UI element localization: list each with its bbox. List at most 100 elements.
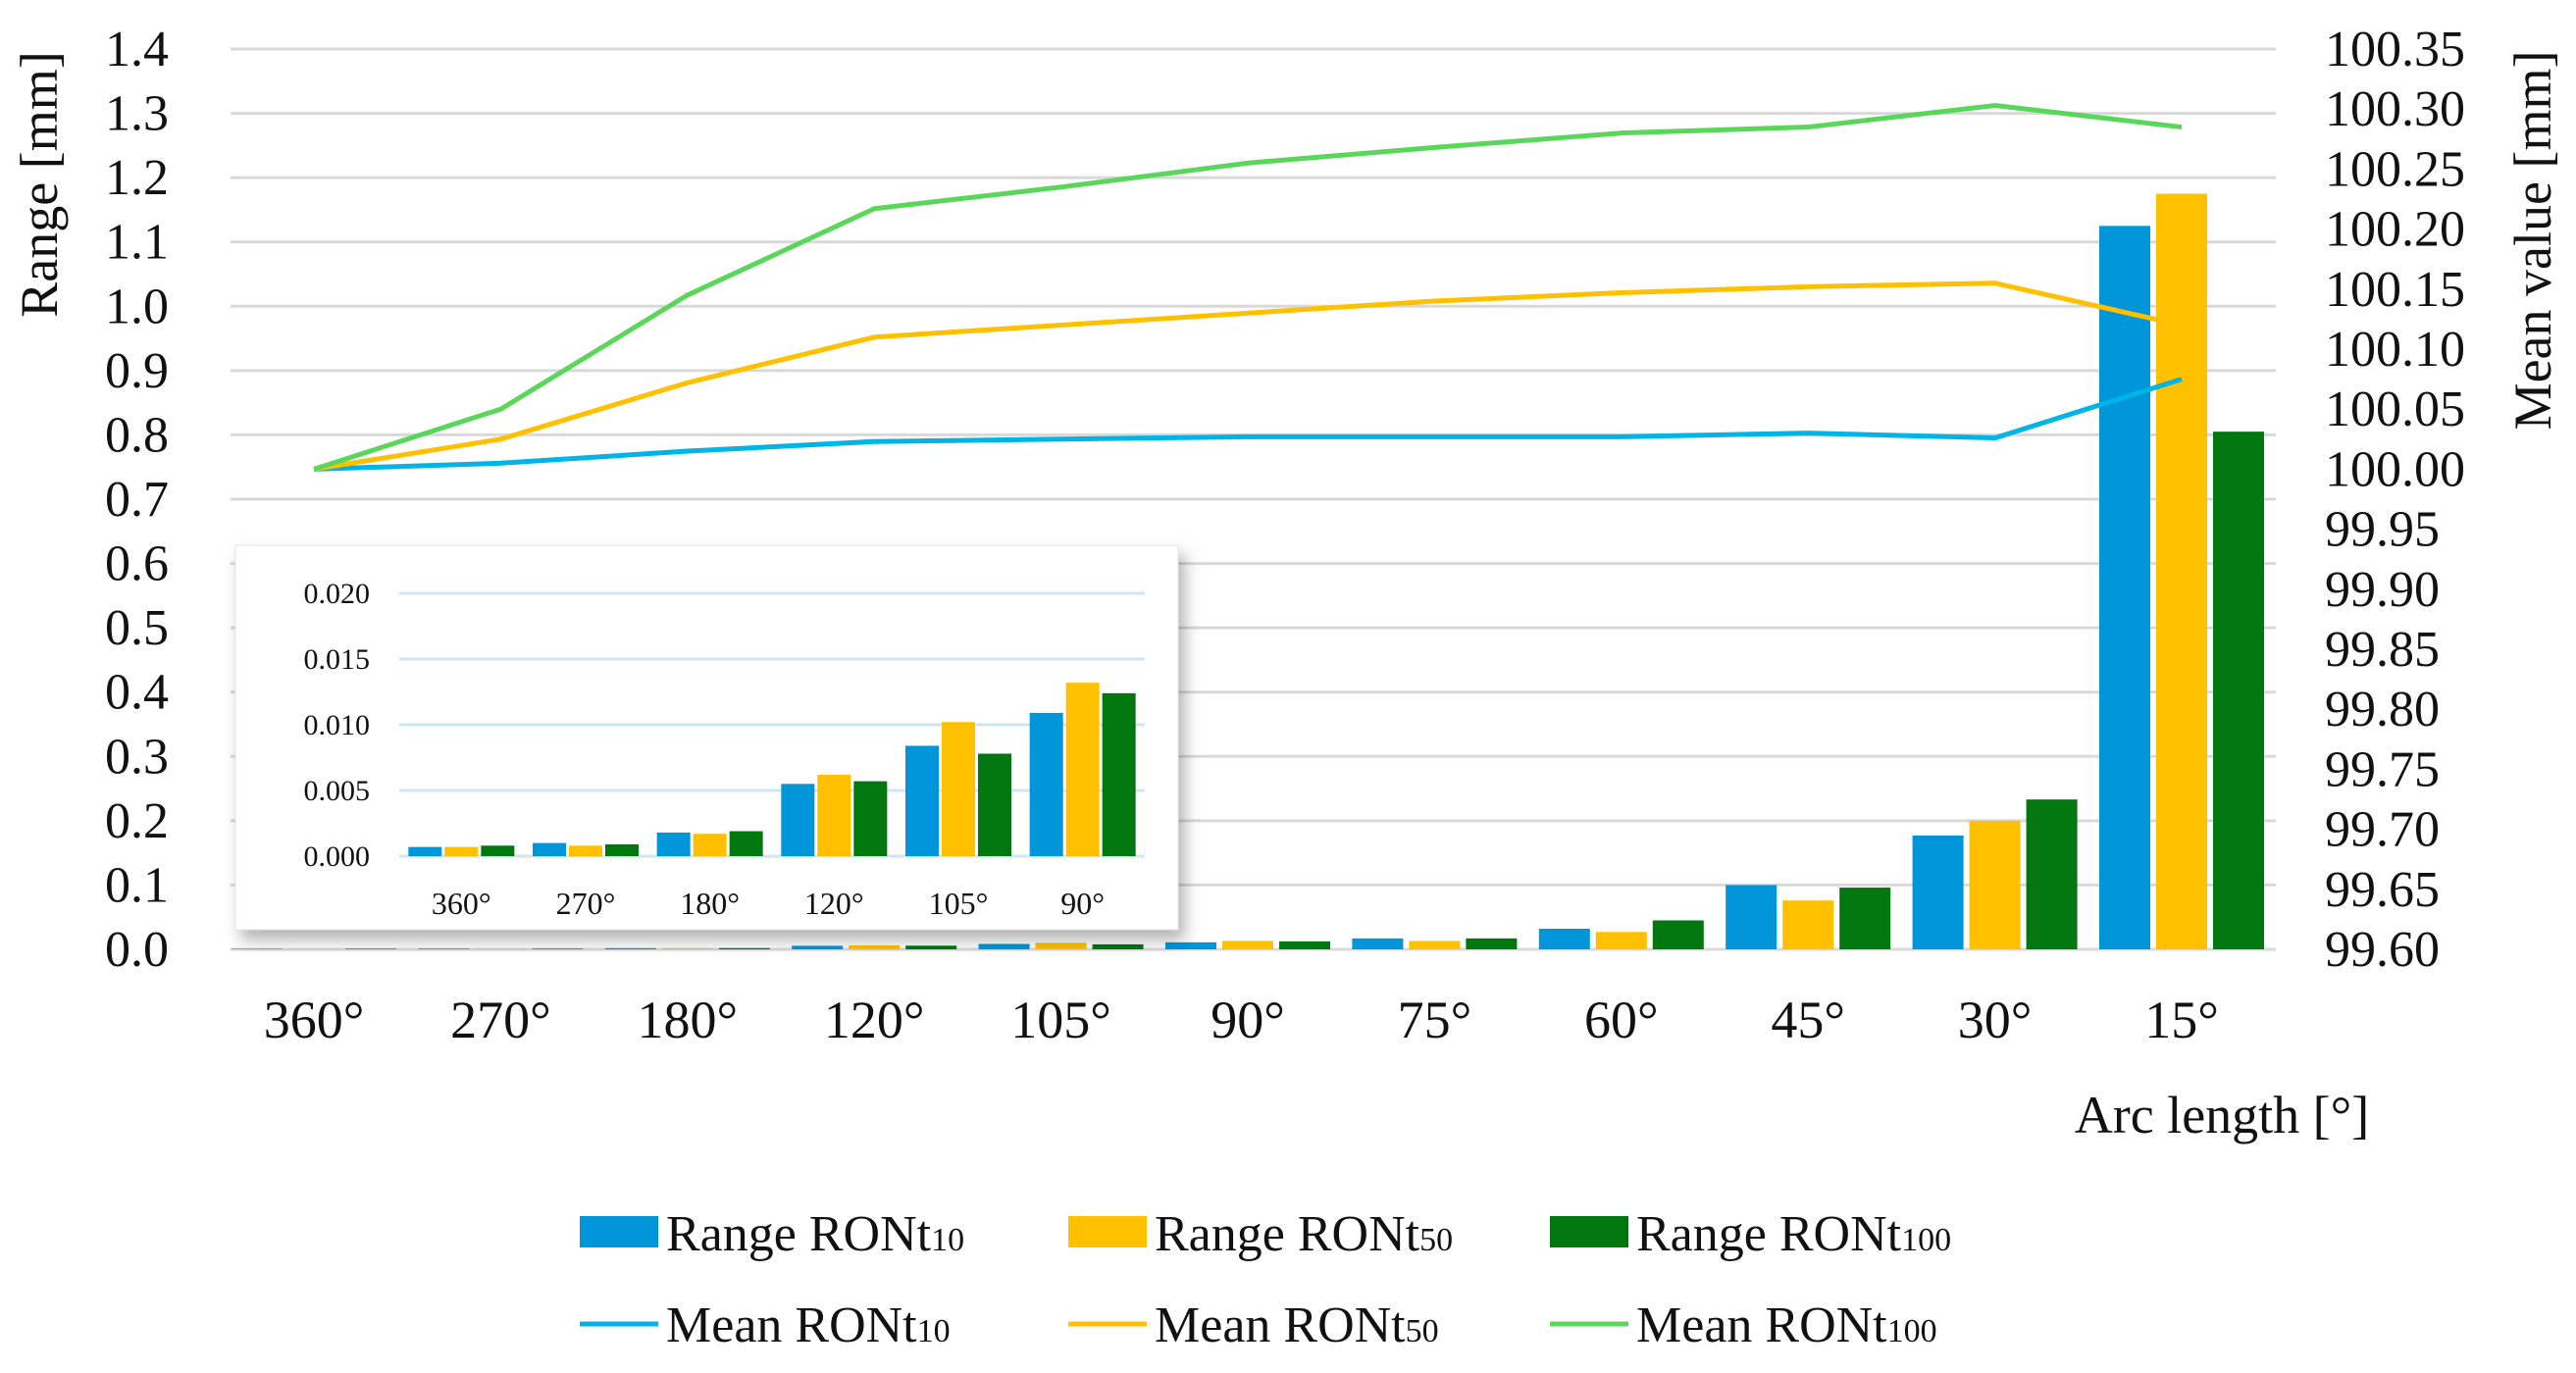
legend-label: Mean RONt10	[666, 1297, 951, 1353]
y2-tick-label: 99.60	[2325, 922, 2440, 978]
mean-line	[313, 103, 2183, 472]
bar	[1912, 835, 1964, 949]
y-axis-title: Range [mm]	[10, 51, 69, 317]
inset-x-tick-label: 120°	[804, 886, 864, 921]
y2-tick-label: 100.25	[2325, 141, 2465, 197]
mean-line	[313, 280, 2183, 472]
inset-bar	[693, 834, 727, 856]
bar	[1538, 929, 1590, 949]
inset-bar	[605, 843, 639, 856]
inset-x-tick-label: 105°	[929, 886, 989, 921]
inset-x-tick-label: 180°	[680, 886, 740, 921]
y2-tick-label: 100.00	[2325, 441, 2465, 497]
bar	[1279, 941, 1330, 949]
bar	[2213, 432, 2264, 949]
y2-tick-label: 99.95	[2325, 502, 2440, 558]
bar	[345, 948, 396, 949]
y2-axis-ticks: 99.6099.6599.7099.7599.8099.8599.9099.95…	[2325, 22, 2465, 978]
x-tick-label: 105°	[1010, 991, 1111, 1049]
bar	[1782, 900, 1834, 949]
inset-bar	[656, 832, 691, 856]
inset-x-tick-label: 90°	[1060, 886, 1105, 921]
inset-bar	[569, 845, 602, 856]
bar	[1222, 941, 1273, 949]
inset-y-tick-label: 0.010	[304, 709, 371, 741]
legend-subscript: 50	[1406, 1313, 1439, 1349]
legend-label: Range RONt100	[1636, 1206, 1951, 1262]
x-tick-label: 120°	[824, 991, 925, 1049]
y2-tick-label: 100.30	[2325, 81, 2465, 137]
bar	[2026, 799, 2078, 949]
bar	[2099, 226, 2150, 950]
x-tick-label: 90°	[1211, 991, 1285, 1049]
bar	[475, 948, 527, 949]
bar	[1839, 888, 1891, 949]
bar	[418, 948, 470, 949]
x-tick-label: 360°	[264, 991, 365, 1049]
inset-x-tick-label: 270°	[556, 886, 616, 921]
legend-subscript: 50	[1419, 1222, 1453, 1258]
bar	[905, 945, 957, 949]
inset-bar	[905, 745, 939, 856]
legend-subscript: 100	[1887, 1313, 1937, 1349]
y-tick-label: 1.1	[105, 215, 169, 271]
y-tick-label: 0.1	[105, 857, 169, 913]
inset-bar	[781, 784, 815, 856]
bar	[1726, 885, 1777, 949]
legend-swatch	[1550, 1216, 1628, 1247]
inset-y-tick-label: 0.020	[304, 578, 371, 610]
x-tick-label: 15°	[2144, 991, 2219, 1049]
x-tick-label: 30°	[1958, 991, 2033, 1049]
inset-bar	[853, 781, 888, 856]
y2-tick-label: 99.65	[2325, 862, 2440, 918]
y-tick-label: 0.7	[105, 472, 169, 528]
y-tick-label: 0.0	[105, 922, 169, 978]
y2-tick-label: 99.80	[2325, 682, 2440, 737]
x-tick-label: 270°	[450, 991, 551, 1049]
y-tick-label: 0.2	[105, 793, 169, 849]
y-tick-label: 0.3	[105, 729, 169, 785]
inset-bar	[481, 845, 515, 856]
y-tick-label: 1.2	[105, 150, 169, 206]
y-tick-label: 0.6	[105, 536, 169, 592]
legend-subscript: 10	[917, 1313, 951, 1349]
bar	[792, 945, 844, 949]
bar	[604, 947, 656, 949]
x-tick-label: 75°	[1398, 991, 1472, 1049]
y-tick-label: 0.5	[105, 600, 169, 656]
inset-bar	[978, 753, 1011, 856]
y-tick-label: 1.4	[105, 22, 169, 77]
y2-tick-label: 99.85	[2325, 622, 2440, 678]
bars	[232, 193, 2264, 950]
inset-x-tick-label: 360°	[432, 886, 491, 921]
legend: Range RONt10 Range RONt50 Range RONt100 Mea…	[580, 1206, 1951, 1353]
bar	[2156, 193, 2207, 950]
y-tick-label: 1.3	[105, 86, 169, 142]
y-tick-label: 0.9	[105, 343, 169, 399]
y2-tick-label: 100.10	[2325, 322, 2465, 378]
bar	[661, 947, 713, 949]
legend-subscript: 100	[1901, 1222, 1951, 1258]
y-tick-label: 0.4	[105, 665, 169, 721]
inset-y-tick-label: 0.015	[304, 643, 371, 676]
y-tick-label: 0.8	[105, 407, 169, 463]
x-tick-label: 45°	[1771, 991, 1845, 1049]
bar	[1165, 941, 1216, 949]
bar	[1595, 932, 1647, 949]
x-axis-title: Arc length [°]	[2075, 1086, 2369, 1144]
y2-tick-label: 100.20	[2325, 202, 2465, 258]
y2-axis-title: Mean value [mm]	[2503, 51, 2562, 431]
inset-bar	[533, 842, 566, 856]
y2-tick-label: 99.75	[2325, 741, 2440, 797]
bar	[849, 944, 901, 949]
inset-bar	[1065, 683, 1100, 856]
inset-y-tick-label: 0.000	[304, 840, 371, 873]
legend-swatch	[580, 1216, 658, 1247]
inset-bar	[408, 846, 442, 856]
bar	[718, 947, 770, 949]
bar	[1092, 943, 1144, 949]
legend-swatch	[1068, 1216, 1147, 1247]
mean-line	[313, 377, 2183, 472]
legend-label: Range RONt50	[1155, 1206, 1453, 1262]
